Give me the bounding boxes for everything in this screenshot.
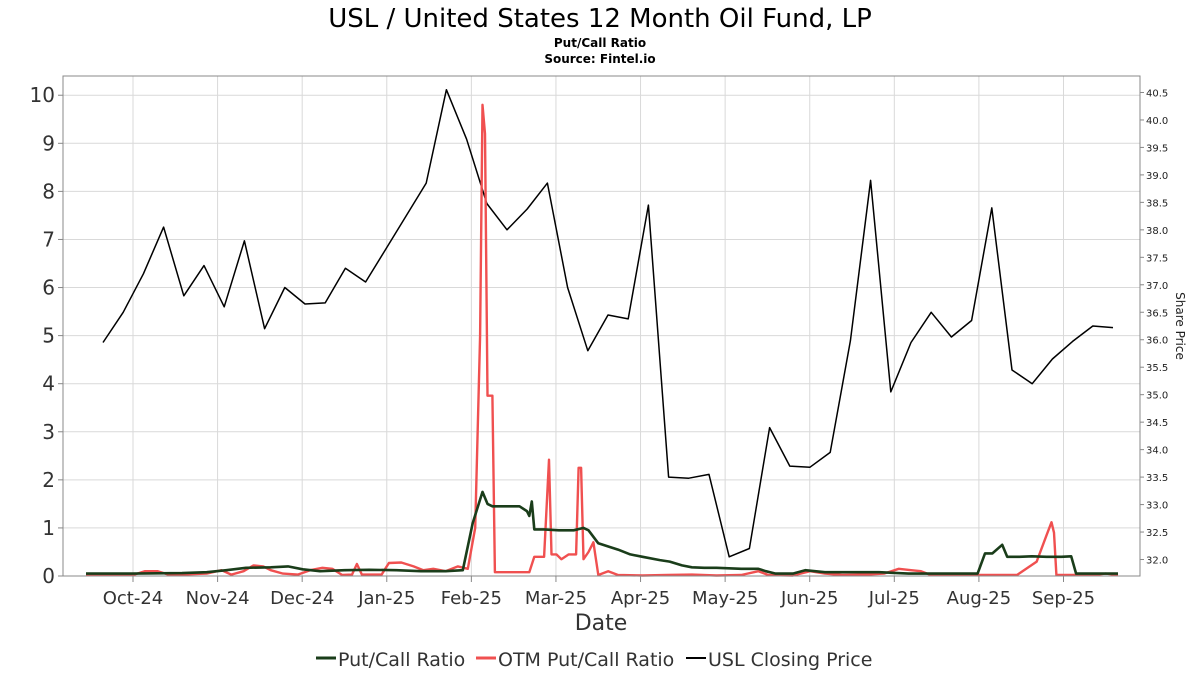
y2-tick-label: 40.5: [1146, 88, 1168, 99]
y2-tick-label: 37.5: [1146, 253, 1168, 264]
x-axis: Oct-24 Nov-24 Dec-24 Jan-25 Feb-25 Mar-25 Apr-…: [103, 576, 1095, 609]
y2-tick-label: 33.5: [1146, 473, 1168, 484]
y-tick-label: 4: [42, 372, 55, 396]
legend-label-closing-price: USL Closing Price: [708, 649, 872, 671]
x-tick-label: Apr-25: [611, 588, 670, 609]
x-tick-label: Sep-25: [1032, 588, 1095, 609]
x-tick-label: Oct-24: [103, 588, 164, 609]
x-tick-label: Jan-25: [357, 588, 415, 609]
y2-tick-label: 34.5: [1146, 418, 1168, 429]
chart-source: Source: Fintel.io: [544, 52, 655, 66]
x-tick-label: Feb-25: [441, 588, 502, 609]
x-tick-label: Mar-25: [525, 588, 587, 609]
y2-tick-label: 32.0: [1146, 556, 1168, 567]
y-tick-label: 9: [42, 131, 55, 155]
y-axis-right: 32.0 32.5 33.0 33.5 34.0 34.5 35.0 35.5 36.0 36.5…: [1140, 88, 1168, 567]
x-tick-label: Nov-24: [186, 588, 250, 609]
series-layer: [86, 88, 1119, 577]
legend-label-put-call: Put/Call Ratio: [338, 649, 465, 671]
x-tick-label: Jun-25: [780, 588, 839, 609]
y2-tick-label: 40.0: [1146, 116, 1168, 127]
chart-subtitle: Put/Call Ratio: [554, 36, 646, 50]
y2-tick-label: 35.0: [1146, 391, 1168, 402]
y2-tick-label: 38.0: [1146, 226, 1168, 237]
y2-tick-label: 37.0: [1146, 281, 1168, 292]
chart-title: USL / United States 12 Month Oil Fund, L…: [328, 4, 872, 34]
x-tick-label: May-25: [692, 588, 758, 609]
x-tick-label: Jul-25: [868, 588, 920, 609]
y-tick-label: 2: [42, 468, 55, 492]
y2-axis-label: Share Price: [1173, 292, 1187, 360]
y-tick-label: 10: [30, 83, 55, 107]
y2-tick-label: 39.0: [1146, 171, 1168, 182]
y2-tick-label: 39.5: [1146, 143, 1168, 154]
y2-tick-label: 33.0: [1146, 501, 1168, 512]
legend: Put/Call Ratio OTM Put/Call Ratio USL Cl…: [316, 649, 872, 671]
x-axis-label: Date: [575, 611, 628, 636]
y-axis-left: 0 1 2 3 4 5 6 7 8 9 10: [30, 83, 63, 588]
y2-tick-label: 36.5: [1146, 308, 1168, 319]
y-tick-label: 5: [42, 324, 55, 348]
y-tick-label: 0: [42, 564, 55, 588]
y2-tick-label: 35.5: [1146, 363, 1168, 374]
y-tick-label: 6: [42, 276, 55, 300]
y2-tick-label: 36.0: [1146, 336, 1168, 347]
y2-tick-label: 38.5: [1146, 198, 1168, 209]
series-line-closing-price: [102, 88, 1114, 558]
series-line-put-call-ratio: [86, 490, 1118, 575]
y-tick-label: 1: [42, 516, 55, 540]
y2-tick-label: 32.5: [1146, 528, 1168, 539]
plot-frame: [62, 75, 1141, 577]
y2-tick-label: 34.0: [1146, 446, 1168, 457]
grid: [63, 76, 1140, 577]
legend-label-otm-put-call: OTM Put/Call Ratio: [498, 649, 674, 671]
x-tick-label: Aug-25: [947, 588, 1012, 609]
y-tick-label: 8: [42, 179, 55, 203]
y-tick-label: 7: [42, 227, 55, 251]
y-tick-label: 3: [42, 420, 55, 444]
x-tick-label: Dec-24: [270, 588, 334, 609]
